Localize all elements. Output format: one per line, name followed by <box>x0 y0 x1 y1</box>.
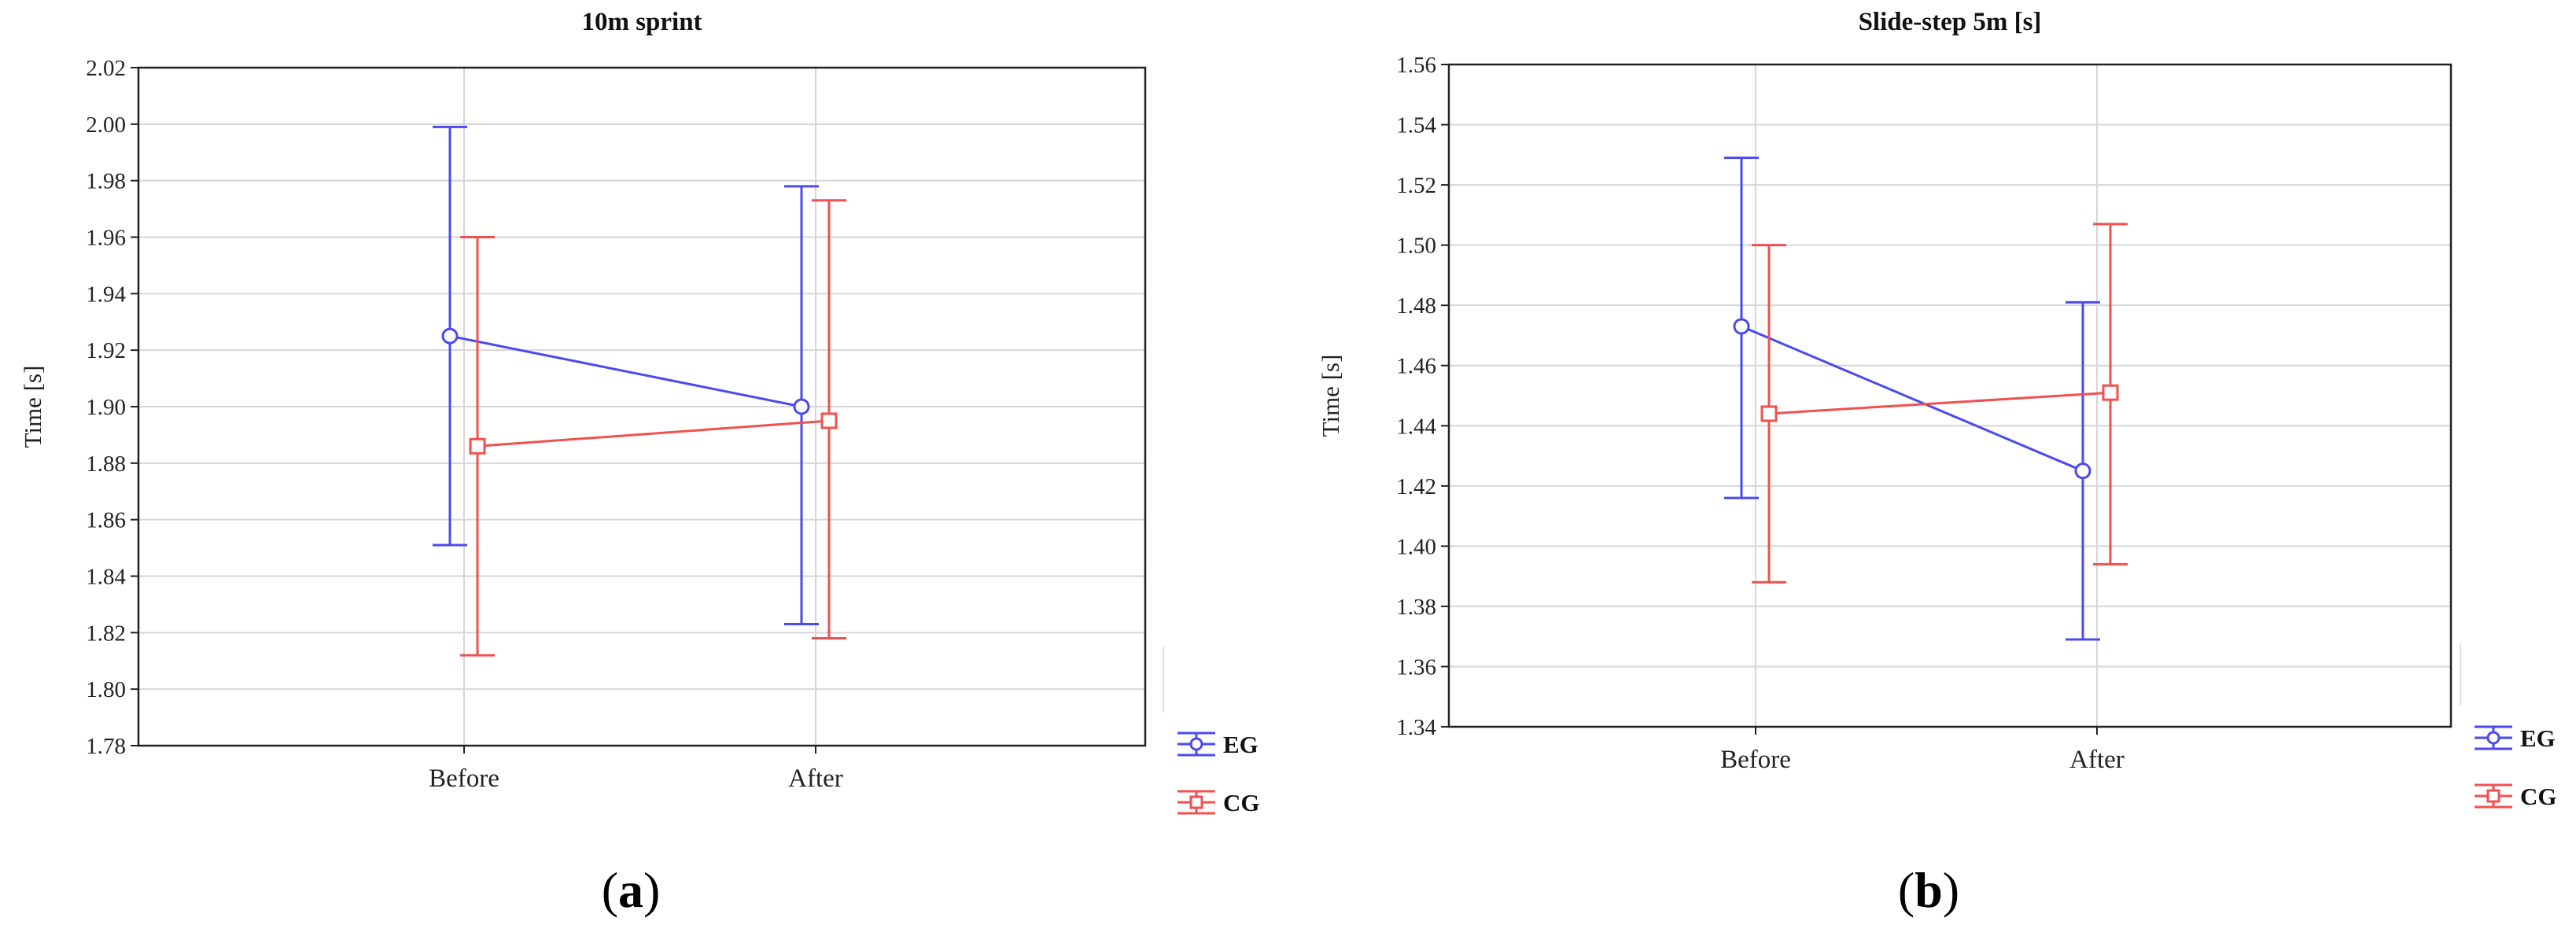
data-point <box>1760 405 1778 422</box>
legend: EG CG <box>1163 647 1260 816</box>
legend-label: EG <box>1223 731 1259 758</box>
data-point <box>2074 462 2091 480</box>
legend-item-CG: CG <box>2475 783 2557 810</box>
panel-label-open: ( <box>602 862 618 918</box>
panel-label-close: ) <box>1943 862 1959 918</box>
y-tick-label: 1.82 <box>86 621 126 646</box>
series-line <box>1741 325 2084 473</box>
panel-label-open: ( <box>1898 862 1914 918</box>
panel-label: (a) <box>602 862 661 918</box>
y-tick-label: 1.42 <box>1396 474 1436 499</box>
series-EG <box>1724 157 2100 641</box>
y-axis-label: Time [s] <box>1317 355 1344 437</box>
legend-item-EG: EG <box>2475 724 2556 752</box>
x-category-label: After <box>788 765 843 793</box>
y-tick-label: 1.46 <box>1396 354 1436 379</box>
data-point <box>1733 318 1750 335</box>
y-tick-label: 1.36 <box>1396 654 1436 680</box>
y-tick-label: 1.54 <box>1396 113 1436 138</box>
series-line <box>449 334 802 408</box>
legend-item-CG: CG <box>1177 789 1260 816</box>
legend-marker <box>2486 789 2500 803</box>
chart-title: 10m sprint <box>581 8 702 36</box>
series-CG <box>1752 223 2128 584</box>
y-tick-label: 1.90 <box>86 395 126 420</box>
data-point <box>820 412 838 429</box>
series-CG <box>460 199 846 657</box>
y-tick-label: 2.00 <box>86 112 126 138</box>
legend-marker <box>1189 795 1203 809</box>
x-category-label: Before <box>429 765 499 793</box>
plot-frame <box>137 66 1147 747</box>
y-tick-label: 1.56 <box>1396 53 1436 78</box>
panel-label: (b) <box>1898 862 1959 918</box>
y-tick-label: 1.38 <box>1396 595 1436 620</box>
series-EG <box>433 125 819 626</box>
y-tick-label: 1.78 <box>86 734 126 759</box>
y-tick-label: 1.48 <box>1396 293 1436 319</box>
legend: EG CG <box>2460 643 2557 810</box>
data-point <box>2102 384 2119 401</box>
series-line <box>477 419 830 448</box>
x-category-label: After <box>2069 746 2125 774</box>
y-tick-label: 1.50 <box>1396 234 1436 259</box>
y-tick-label: 1.86 <box>86 508 126 533</box>
legend-label: CG <box>1223 789 1260 816</box>
y-tick-label: 1.92 <box>86 338 126 363</box>
legend-marker <box>2486 731 2500 745</box>
chart-b: 1.34 1.36 1.38 1.40 1.42 1.44 1.46 1.48 1.50 1.52… <box>1317 8 2557 918</box>
y-tick-label: 1.98 <box>86 169 126 194</box>
chart-a: 1.78 1.80 1.82 1.84 1.86 1.88 1.90 1.92 1.94 1.96… <box>19 8 1260 918</box>
panel-label-letter: b <box>1914 862 1943 918</box>
data-point <box>469 437 486 455</box>
x-category-label: Before <box>1720 746 1791 774</box>
data-point <box>441 327 459 345</box>
y-tick-label: 1.44 <box>1396 414 1436 439</box>
y-tick-label: 1.84 <box>86 565 126 590</box>
y-tick-label: 1.80 <box>86 677 126 702</box>
panel-label-letter: a <box>618 862 643 918</box>
legend-label: EG <box>2520 724 2556 752</box>
y-axis-label: Time [s] <box>19 366 46 448</box>
y-tick-label: 2.02 <box>86 56 126 81</box>
y-tick-label: 1.40 <box>1396 534 1436 559</box>
plot-frame <box>1447 63 2453 728</box>
legend-label: CG <box>2520 783 2557 810</box>
chart-title: Slide-step 5m [s] <box>1859 8 2042 36</box>
y-tick-label: 1.88 <box>86 451 126 477</box>
legend-item-EG: EG <box>1177 731 1259 758</box>
series-line <box>1768 391 2111 415</box>
panel-label-close: ) <box>643 862 660 918</box>
y-tick-label: 1.52 <box>1396 173 1436 198</box>
legend-marker <box>1189 737 1203 751</box>
y-tick-label: 1.96 <box>86 226 126 251</box>
y-tick-label: 1.34 <box>1396 715 1436 740</box>
y-tick-label: 1.94 <box>86 282 126 307</box>
data-point <box>793 398 810 415</box>
